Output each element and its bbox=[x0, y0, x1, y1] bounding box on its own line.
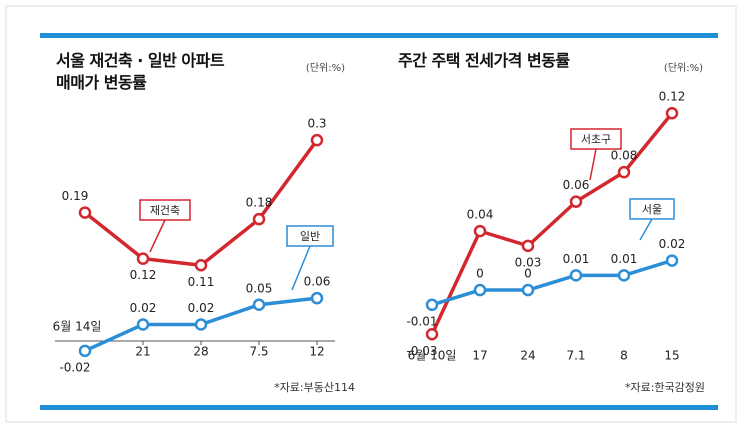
point bbox=[473, 283, 487, 297]
unit-note: (단위:%) bbox=[664, 61, 703, 74]
series-line bbox=[430, 112, 674, 336]
point bbox=[617, 269, 631, 282]
value-label: 0.08 bbox=[611, 149, 638, 163]
legend-pointer bbox=[149, 219, 166, 253]
chart-title: 주간 주택 전세가격 변동률 bbox=[398, 51, 570, 70]
card-border bbox=[5, 5, 737, 423]
point bbox=[194, 318, 208, 331]
legend-box bbox=[570, 128, 622, 150]
legend-pointer bbox=[589, 148, 597, 181]
x-tick-label: 7.1 bbox=[566, 349, 585, 363]
x-tick-label: 6월 10일 bbox=[408, 349, 457, 363]
value-label: 0 bbox=[476, 267, 484, 281]
value-label: 0 bbox=[524, 267, 532, 281]
x-tick-label: 15 bbox=[664, 349, 679, 363]
value-label: 0.04 bbox=[467, 208, 494, 222]
point bbox=[521, 239, 535, 253]
top-rule bbox=[40, 33, 718, 38]
x-tick-label: 21 bbox=[135, 345, 150, 359]
value-label: 0.06 bbox=[563, 178, 590, 192]
value-label: 0.3 bbox=[307, 117, 326, 131]
point bbox=[78, 344, 92, 358]
bottom-rule bbox=[40, 405, 718, 410]
value-label: 0.06 bbox=[304, 275, 331, 289]
value-label: 0.19 bbox=[62, 189, 89, 203]
point bbox=[252, 212, 266, 226]
x-tick-label: 6월 14일 bbox=[53, 320, 102, 334]
point bbox=[136, 252, 150, 265]
point bbox=[665, 254, 679, 267]
value-label: 0.02 bbox=[130, 301, 157, 315]
point bbox=[78, 206, 92, 219]
chart-title: 서울 재건축 · 일반 아파트 매매가 변동률 bbox=[56, 51, 225, 92]
x-tick-label: 12 bbox=[309, 345, 324, 359]
point bbox=[521, 283, 535, 297]
x-tick-label: 28 bbox=[193, 345, 208, 359]
value-label: 0.05 bbox=[246, 281, 273, 295]
value-label: 0.12 bbox=[659, 90, 686, 104]
source-note: *자료:한국감정원 bbox=[625, 381, 705, 394]
value-label: 0.18 bbox=[246, 196, 273, 210]
x-tick-label: 17 bbox=[472, 349, 487, 363]
value-label: 0.12 bbox=[130, 268, 157, 282]
point bbox=[310, 133, 324, 147]
point bbox=[136, 318, 150, 331]
point bbox=[425, 298, 439, 312]
legend-box bbox=[139, 199, 191, 221]
point bbox=[425, 328, 439, 341]
legend-box bbox=[629, 198, 675, 220]
legend-label: 서초구 bbox=[581, 133, 611, 146]
value-label: 0.03 bbox=[515, 255, 542, 269]
legend-pointer bbox=[639, 218, 653, 241]
legend-label: 서울 bbox=[642, 203, 662, 216]
x-tick-label: 8 bbox=[620, 349, 628, 363]
legend-label: 일반 bbox=[300, 229, 320, 243]
value-label: -0.01 bbox=[406, 314, 437, 328]
source-note: *자료:부동산114 bbox=[274, 381, 355, 394]
point bbox=[252, 298, 266, 311]
x-tick-label: 24 bbox=[520, 349, 535, 363]
value-label: 0.02 bbox=[188, 301, 215, 315]
legend-box bbox=[286, 225, 334, 247]
point bbox=[569, 269, 583, 282]
value-label: 0.01 bbox=[611, 252, 638, 266]
unit-note: (단위:%) bbox=[306, 61, 345, 74]
legend-label: 재건축 bbox=[150, 204, 180, 217]
point bbox=[665, 106, 679, 120]
value-label: 0.11 bbox=[188, 275, 215, 289]
point bbox=[310, 291, 324, 305]
point bbox=[569, 195, 583, 208]
point bbox=[194, 259, 208, 272]
point bbox=[617, 165, 631, 179]
legend-pointer bbox=[291, 245, 311, 291]
point bbox=[473, 224, 487, 238]
value-label: 0.02 bbox=[659, 237, 686, 251]
series-line bbox=[431, 258, 673, 307]
value-label: -0.03 bbox=[406, 344, 437, 358]
x-tick-label: 7.5 bbox=[249, 345, 268, 359]
value-label: 0.01 bbox=[563, 252, 590, 266]
value-label: -0.02 bbox=[59, 360, 90, 374]
